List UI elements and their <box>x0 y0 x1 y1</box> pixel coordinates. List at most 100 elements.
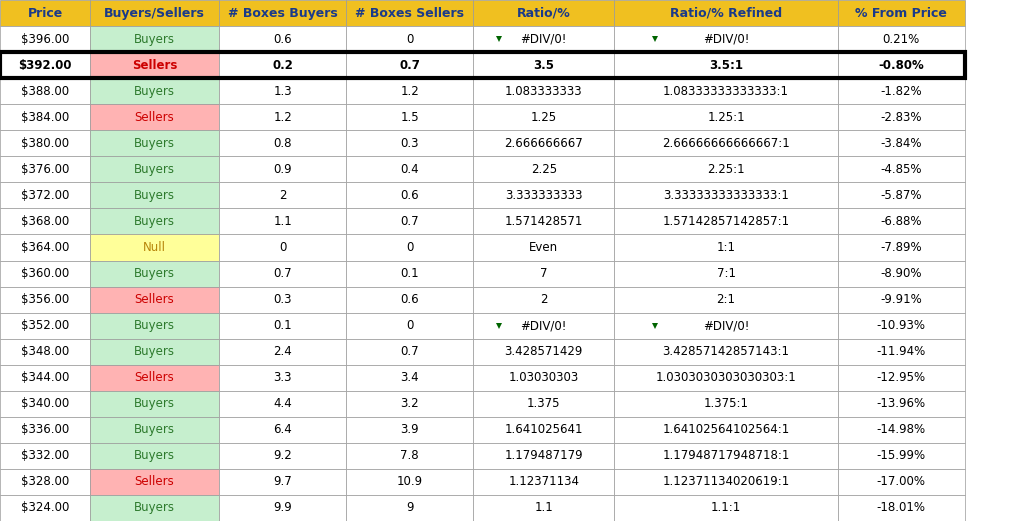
Bar <box>346 417 473 443</box>
Text: -15.99%: -15.99% <box>877 450 926 462</box>
Text: $332.00: $332.00 <box>20 450 70 462</box>
Text: -8.90%: -8.90% <box>881 267 922 280</box>
Bar <box>219 234 346 260</box>
Text: 1.17948717948718:1: 1.17948717948718:1 <box>663 450 790 462</box>
Bar <box>838 495 965 521</box>
Bar <box>473 287 614 313</box>
Bar <box>90 0 219 26</box>
Text: 6.4: 6.4 <box>273 424 292 436</box>
Bar <box>614 52 838 78</box>
Text: 0.21%: 0.21% <box>883 33 920 45</box>
Text: -9.91%: -9.91% <box>881 293 922 306</box>
Bar <box>473 182 614 208</box>
Bar <box>219 313 346 339</box>
Text: -13.96%: -13.96% <box>877 398 926 410</box>
Text: 3.5: 3.5 <box>534 59 554 71</box>
Text: 1.083333333: 1.083333333 <box>505 85 583 97</box>
Text: 0.3: 0.3 <box>273 293 292 306</box>
Text: 3.428571429: 3.428571429 <box>505 345 583 358</box>
Bar <box>0 287 90 313</box>
Bar <box>838 26 965 52</box>
Bar <box>838 417 965 443</box>
Text: 0.2: 0.2 <box>272 59 293 71</box>
Bar <box>346 260 473 287</box>
Bar <box>219 339 346 365</box>
Bar <box>219 78 346 104</box>
Bar <box>90 208 219 234</box>
Bar <box>473 365 614 391</box>
Bar <box>90 391 219 417</box>
Bar <box>838 234 965 260</box>
Bar <box>614 78 838 104</box>
Bar <box>0 52 965 78</box>
Text: Buyers/Sellers: Buyers/Sellers <box>104 7 205 19</box>
Bar <box>473 443 614 469</box>
Bar <box>838 130 965 156</box>
Bar <box>0 0 90 26</box>
Text: -14.98%: -14.98% <box>877 424 926 436</box>
Text: 7.8: 7.8 <box>400 450 419 462</box>
Bar <box>90 417 219 443</box>
Bar <box>90 78 219 104</box>
Text: 1.1: 1.1 <box>535 502 553 514</box>
Bar <box>473 313 614 339</box>
Bar <box>90 469 219 495</box>
Text: 1.375: 1.375 <box>527 398 560 410</box>
Text: 0.7: 0.7 <box>399 59 420 71</box>
Bar <box>219 52 346 78</box>
Bar <box>614 339 838 365</box>
Bar <box>0 182 90 208</box>
Bar <box>614 104 838 130</box>
Bar <box>219 495 346 521</box>
Text: 1.5: 1.5 <box>400 111 419 123</box>
Text: 1.375:1: 1.375:1 <box>703 398 749 410</box>
Bar <box>90 104 219 130</box>
Text: 0.1: 0.1 <box>273 319 292 332</box>
Bar <box>473 78 614 104</box>
Text: Buyers: Buyers <box>134 398 175 410</box>
Text: $324.00: $324.00 <box>20 502 70 514</box>
Text: -10.93%: -10.93% <box>877 319 926 332</box>
Text: 3.9: 3.9 <box>400 424 419 436</box>
Text: 0.7: 0.7 <box>400 215 419 228</box>
Bar <box>219 208 346 234</box>
Text: #DIV/0!: #DIV/0! <box>702 319 750 332</box>
Bar <box>838 0 965 26</box>
Bar <box>838 104 965 130</box>
Text: $388.00: $388.00 <box>22 85 69 97</box>
Text: 1.25:1: 1.25:1 <box>708 111 744 123</box>
Bar <box>614 365 838 391</box>
Bar <box>0 313 90 339</box>
Bar <box>219 417 346 443</box>
Text: $392.00: $392.00 <box>18 59 72 71</box>
Text: 1.64102564102564:1: 1.64102564102564:1 <box>663 424 790 436</box>
Text: 7: 7 <box>540 267 548 280</box>
Bar <box>219 156 346 182</box>
Text: #DIV/0!: #DIV/0! <box>702 33 750 45</box>
Bar <box>473 391 614 417</box>
Bar <box>473 156 614 182</box>
Text: -6.88%: -6.88% <box>881 215 922 228</box>
Text: % From Price: % From Price <box>855 7 947 19</box>
Text: Sellers: Sellers <box>135 293 174 306</box>
Bar <box>838 313 965 339</box>
Bar <box>838 443 965 469</box>
Text: 1.2: 1.2 <box>400 85 419 97</box>
Bar <box>90 26 219 52</box>
Bar <box>346 443 473 469</box>
Text: 9.9: 9.9 <box>273 502 292 514</box>
Bar <box>473 130 614 156</box>
Text: 0.7: 0.7 <box>273 267 292 280</box>
Bar <box>838 469 965 495</box>
Text: $344.00: $344.00 <box>20 371 70 384</box>
Text: 0.7: 0.7 <box>400 345 419 358</box>
Bar <box>614 443 838 469</box>
Text: 1.03030303: 1.03030303 <box>509 371 579 384</box>
Bar <box>838 260 965 287</box>
Bar <box>90 365 219 391</box>
Bar <box>346 287 473 313</box>
Text: $356.00: $356.00 <box>20 293 70 306</box>
Text: 0: 0 <box>406 241 414 254</box>
Bar <box>346 78 473 104</box>
Text: 2.666666667: 2.666666667 <box>505 137 583 150</box>
